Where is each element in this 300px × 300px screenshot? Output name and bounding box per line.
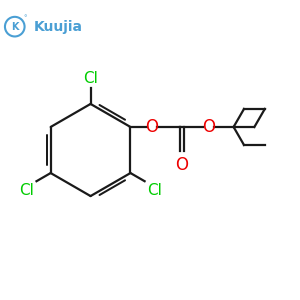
Text: Cl: Cl <box>148 183 163 198</box>
Text: Kuujia: Kuujia <box>34 20 83 34</box>
Text: °: ° <box>24 15 27 21</box>
Text: Cl: Cl <box>83 71 98 86</box>
Text: Cl: Cl <box>19 183 34 198</box>
Text: O: O <box>202 118 215 136</box>
Text: K: K <box>11 22 19 32</box>
Text: O: O <box>146 118 158 136</box>
Text: O: O <box>176 156 188 174</box>
